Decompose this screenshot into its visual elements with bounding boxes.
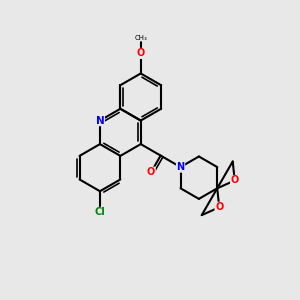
Text: O: O — [231, 176, 239, 185]
Text: O: O — [147, 167, 155, 177]
Text: O: O — [215, 202, 224, 212]
Text: CH₃: CH₃ — [134, 35, 147, 41]
Text: Cl: Cl — [94, 207, 105, 218]
Text: O: O — [136, 48, 145, 59]
Text: N: N — [96, 116, 104, 126]
Text: N: N — [176, 162, 184, 172]
